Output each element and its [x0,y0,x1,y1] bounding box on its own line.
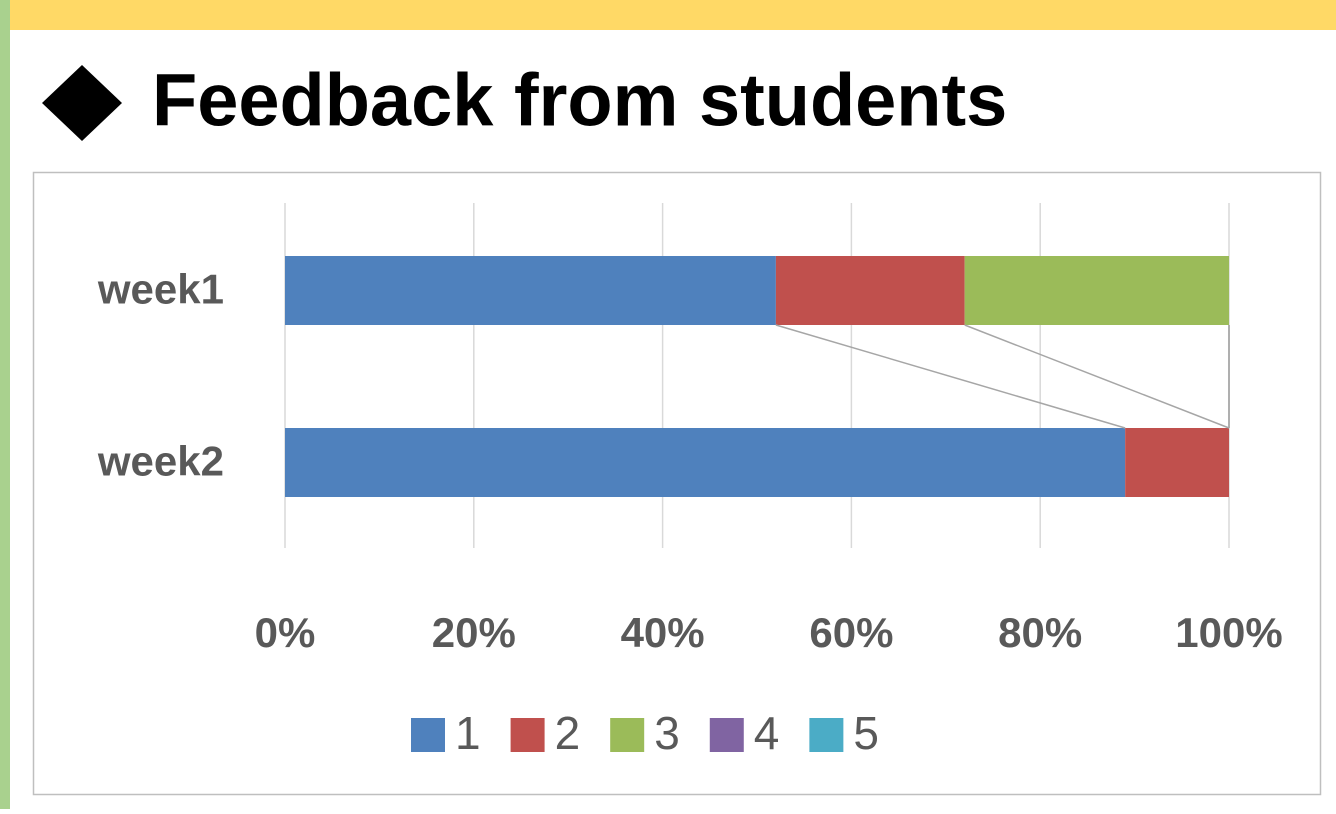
bar-segment [285,428,1126,497]
x-tick-label: 20% [432,609,516,656]
y-tick-label: week2 [97,438,224,485]
legend-swatch [809,718,844,752]
series-line [775,324,1126,429]
y-tick-label: week1 [97,266,224,313]
bar-segment [285,256,776,325]
legend-swatch [610,718,645,752]
x-tick-label: 0% [255,609,316,656]
x-tick-label: 60% [809,609,893,656]
legend-swatch [709,718,744,752]
bar-segment [775,256,965,325]
legend-swatch [510,718,545,752]
x-tick-label: 80% [998,609,1082,656]
legend-label: 4 [754,707,780,759]
series-line [964,324,1230,429]
x-tick-label: 100% [1175,609,1282,656]
slide-title: Feedback from students [152,59,1007,142]
legend-swatch [411,718,445,752]
legend-label: 3 [654,707,680,759]
x-tick-label: 40% [621,609,705,656]
side-band [0,0,10,809]
legend-label: 2 [555,707,581,759]
title-bullet [42,65,122,141]
legend-label: 5 [853,707,879,759]
top-band [0,0,1336,30]
bar-segment [1125,428,1229,497]
bar-segment [964,256,1229,325]
legend-label: 1 [455,707,481,759]
